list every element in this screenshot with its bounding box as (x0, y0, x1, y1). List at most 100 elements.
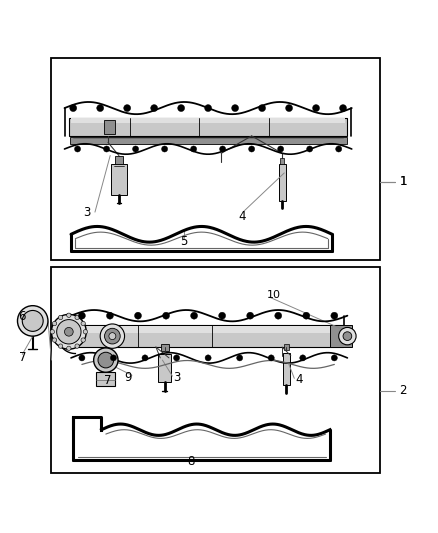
Bar (161, 344, 169, 351)
Circle shape (58, 316, 63, 320)
Bar (330, 325, 352, 347)
Circle shape (71, 106, 76, 111)
Circle shape (151, 104, 158, 111)
Circle shape (303, 312, 310, 319)
Circle shape (162, 146, 168, 152)
Text: 8: 8 (187, 455, 194, 468)
Bar (75, 326, 341, 333)
Circle shape (124, 104, 131, 111)
Circle shape (79, 313, 85, 318)
Circle shape (286, 104, 293, 111)
Bar (158, 353, 171, 382)
Circle shape (142, 355, 148, 361)
Circle shape (219, 146, 226, 152)
Bar (279, 164, 286, 201)
Circle shape (258, 104, 265, 111)
Text: 5: 5 (180, 235, 188, 248)
Bar (283, 353, 290, 385)
Text: 7: 7 (18, 351, 26, 365)
Circle shape (340, 106, 346, 111)
Circle shape (58, 344, 63, 348)
Circle shape (64, 327, 73, 336)
Circle shape (247, 312, 254, 319)
Circle shape (278, 146, 284, 152)
Text: 4: 4 (239, 210, 246, 223)
Circle shape (81, 321, 85, 326)
Circle shape (205, 104, 212, 111)
Circle shape (134, 312, 141, 319)
Circle shape (205, 355, 211, 361)
Circle shape (105, 328, 120, 344)
Bar (51, 58, 380, 260)
Circle shape (50, 329, 54, 334)
Circle shape (133, 146, 139, 152)
Circle shape (179, 106, 184, 111)
Circle shape (275, 312, 282, 319)
Circle shape (74, 146, 81, 152)
Circle shape (100, 324, 124, 349)
Circle shape (178, 104, 185, 111)
Circle shape (53, 338, 57, 342)
Text: 1: 1 (399, 175, 407, 188)
Circle shape (232, 104, 239, 111)
Bar (115, 156, 123, 164)
Circle shape (339, 327, 356, 345)
Text: 2: 2 (399, 384, 407, 397)
Circle shape (331, 355, 337, 361)
Text: 9: 9 (124, 371, 131, 384)
Circle shape (18, 305, 48, 336)
Circle shape (70, 104, 77, 111)
Circle shape (233, 106, 238, 111)
Text: 10: 10 (266, 290, 280, 300)
Bar (71, 118, 345, 123)
Circle shape (22, 310, 43, 332)
Circle shape (247, 313, 253, 318)
Circle shape (336, 146, 342, 152)
Circle shape (313, 104, 320, 111)
Text: 1: 1 (399, 175, 407, 188)
Circle shape (307, 146, 313, 152)
Circle shape (53, 321, 57, 326)
Circle shape (124, 106, 130, 111)
Circle shape (135, 313, 141, 318)
Circle shape (237, 355, 243, 361)
Circle shape (219, 312, 226, 319)
Circle shape (106, 312, 113, 319)
Text: 3: 3 (83, 206, 91, 219)
Circle shape (75, 344, 79, 348)
Circle shape (249, 146, 254, 152)
Circle shape (286, 106, 292, 111)
Circle shape (83, 329, 88, 334)
Circle shape (191, 312, 198, 319)
Circle shape (110, 355, 117, 361)
Circle shape (162, 312, 170, 319)
Circle shape (191, 146, 197, 152)
Bar (104, 120, 115, 134)
Text: 3: 3 (173, 371, 181, 384)
Circle shape (94, 348, 118, 372)
Bar (69, 118, 347, 136)
Circle shape (67, 313, 71, 318)
Circle shape (339, 104, 346, 111)
Circle shape (109, 333, 116, 340)
Circle shape (268, 355, 274, 361)
Circle shape (97, 104, 104, 111)
Bar (280, 158, 284, 164)
Bar (96, 372, 116, 386)
Circle shape (300, 355, 306, 361)
Circle shape (67, 346, 71, 351)
Circle shape (78, 312, 85, 319)
Circle shape (173, 355, 180, 361)
Circle shape (103, 146, 110, 152)
Bar (70, 137, 346, 144)
Circle shape (304, 313, 309, 318)
Circle shape (331, 312, 338, 319)
Bar (284, 344, 289, 351)
Text: 4: 4 (295, 373, 303, 386)
Circle shape (57, 320, 81, 344)
Circle shape (191, 313, 197, 318)
Circle shape (343, 332, 352, 341)
Circle shape (51, 314, 86, 349)
Bar (51, 266, 380, 473)
Bar (73, 325, 343, 347)
